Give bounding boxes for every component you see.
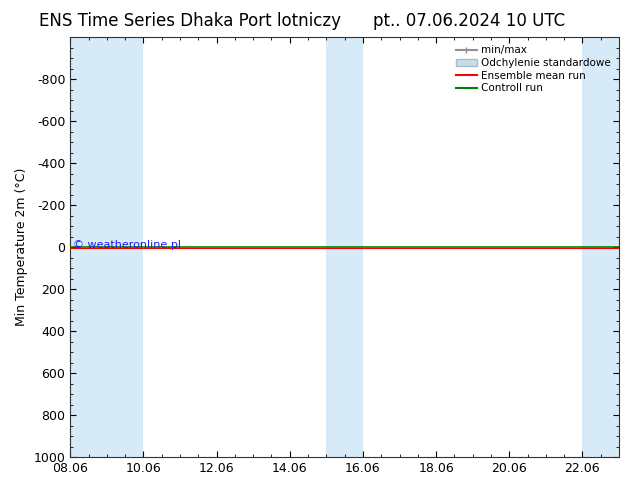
Bar (107, 37, 143, 457)
Text: ENS Time Series Dhaka Port lotniczy: ENS Time Series Dhaka Port lotniczy (39, 12, 341, 30)
Text: pt.. 07.06.2024 10 UTC: pt.. 07.06.2024 10 UTC (373, 12, 566, 30)
Bar (327, 37, 363, 457)
Bar (70, 37, 107, 457)
Text: © weatheronline.pl: © weatheronline.pl (73, 240, 181, 250)
Bar (583, 37, 619, 457)
Legend: min/max, Odchylenie standardowe, Ensemble mean run, Controll run: min/max, Odchylenie standardowe, Ensembl… (453, 42, 614, 97)
Y-axis label: Min Temperature 2m (°C): Min Temperature 2m (°C) (15, 168, 28, 326)
